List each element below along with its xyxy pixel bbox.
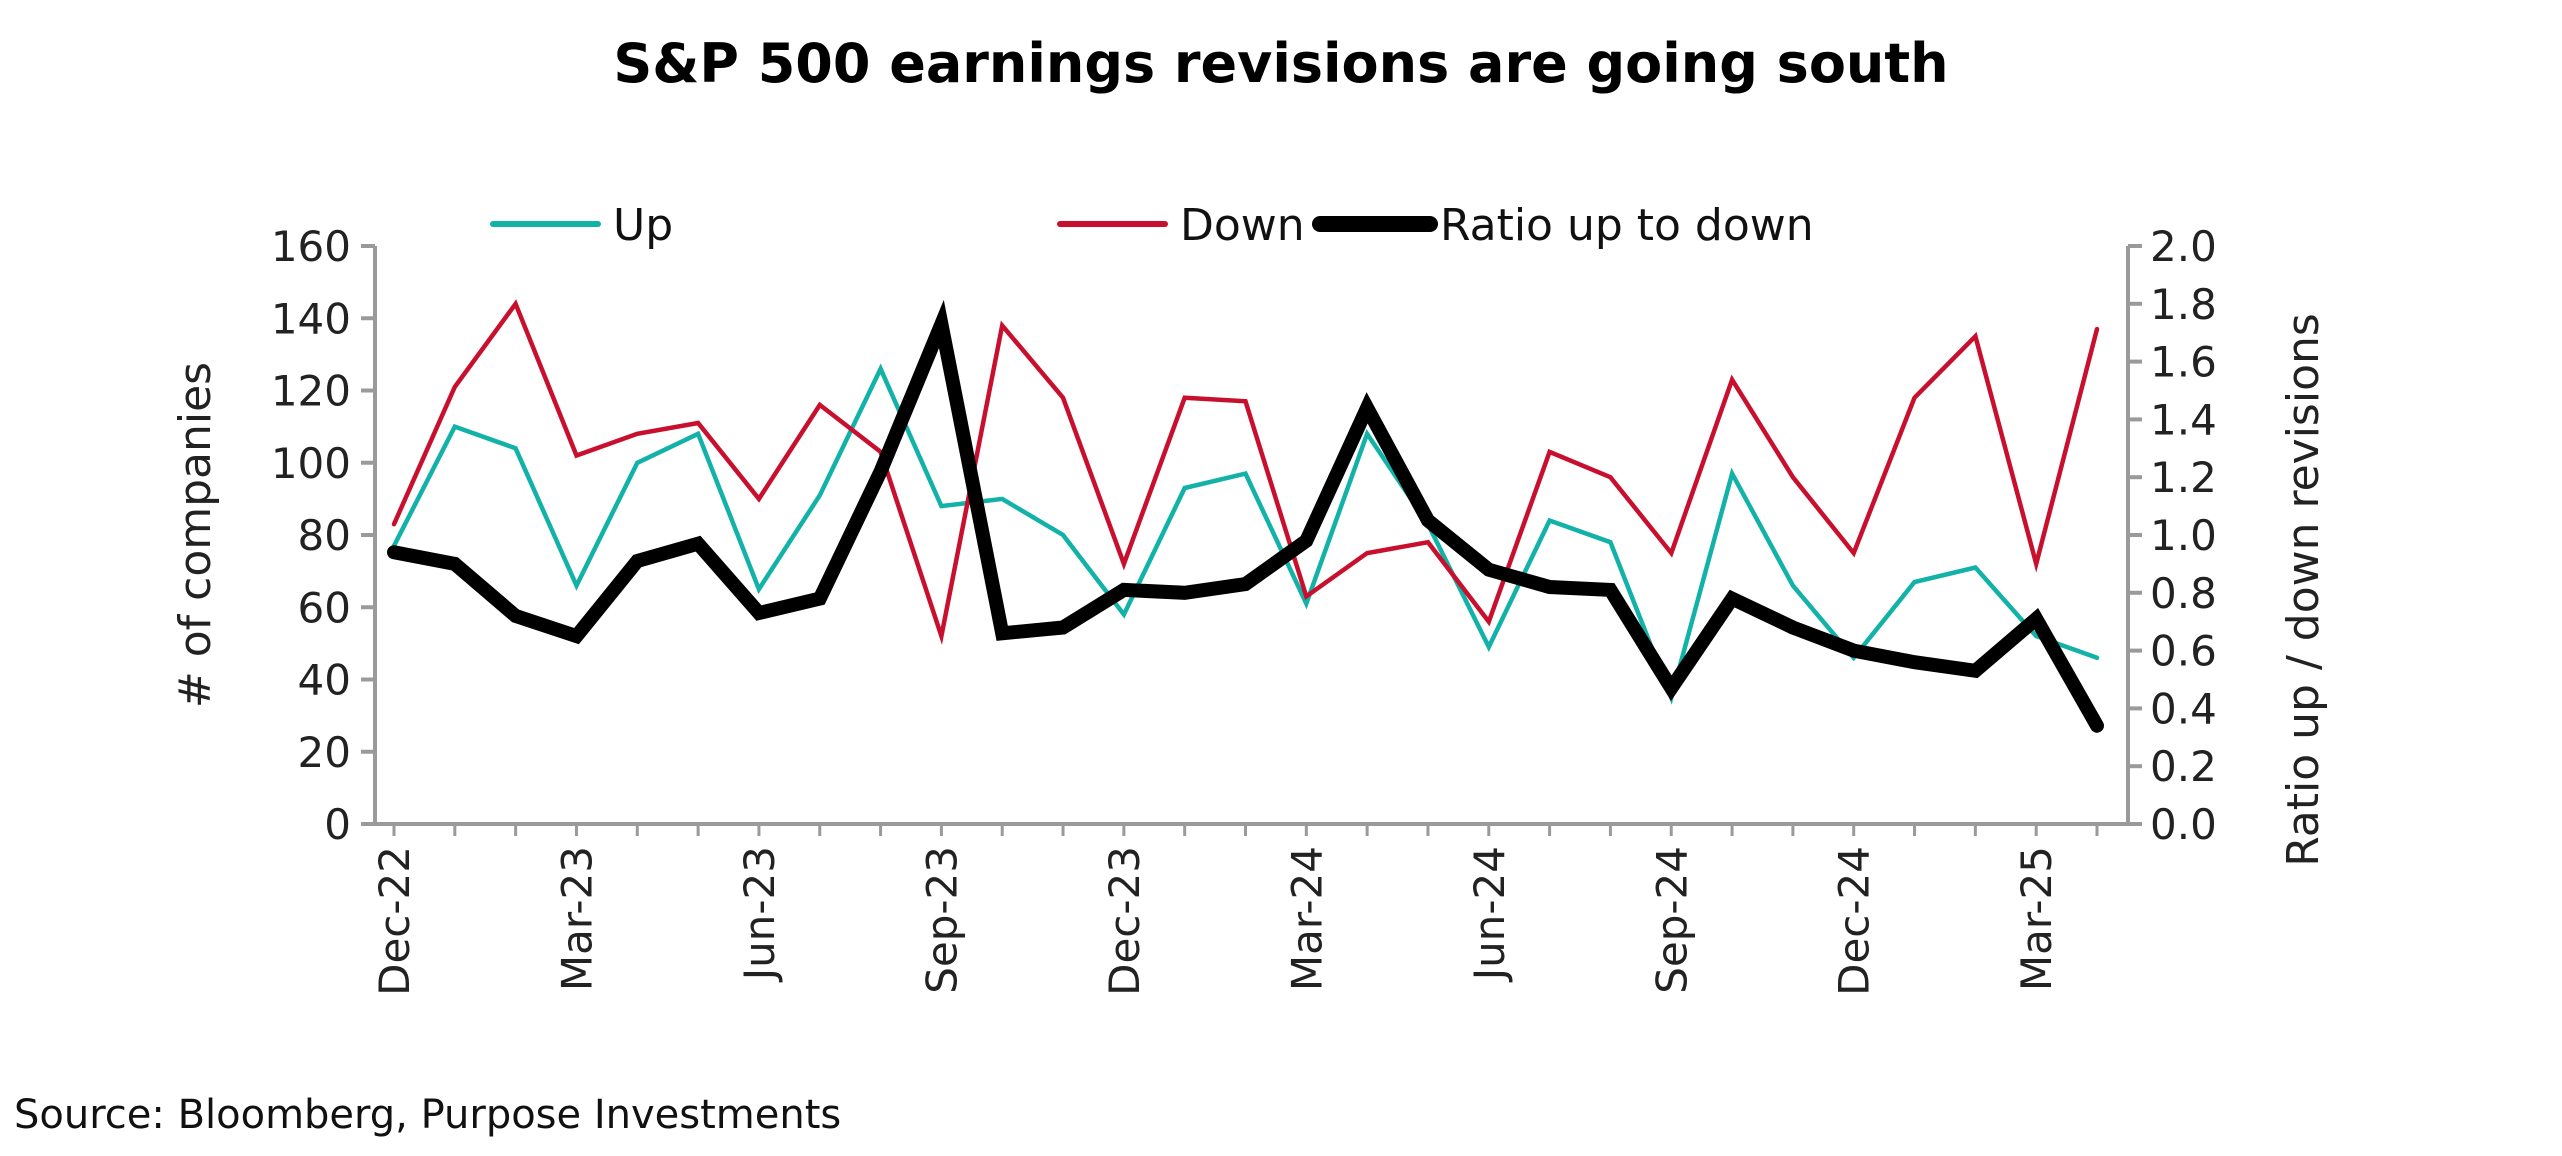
legend-label: Up bbox=[613, 200, 673, 251]
x-tick-label: Mar-25 bbox=[2012, 846, 2061, 991]
y2-tick-label: 0.8 bbox=[2150, 569, 2217, 618]
y-tick-label: 120 bbox=[271, 367, 351, 416]
x-tick-label: Jun-23 bbox=[735, 846, 784, 983]
series-ratio-up-to-down bbox=[387, 299, 2104, 733]
x-tick-label: Jun-24 bbox=[1465, 846, 1514, 983]
y2-tick-label: 0.0 bbox=[2150, 800, 2217, 849]
y2-tick-label: 0.6 bbox=[2150, 627, 2217, 676]
x-tick-label: Dec-22 bbox=[370, 846, 419, 996]
legend: Up Down Ratio up to down bbox=[490, 200, 1814, 251]
series-up bbox=[391, 363, 2100, 705]
x-tick-label: Dec-24 bbox=[1830, 846, 1879, 996]
y-tick-label: 0 bbox=[324, 800, 351, 849]
y2-tick-label: 1.8 bbox=[2150, 280, 2217, 329]
series-line bbox=[387, 299, 2104, 733]
legend-label: Ratio up to down bbox=[1440, 200, 1814, 251]
y-tick-label: 100 bbox=[271, 439, 351, 488]
y2-axis-label: Ratio up / down revisions bbox=[2278, 313, 2329, 867]
y-tick-label: 160 bbox=[271, 222, 351, 271]
y-tick-label: 140 bbox=[271, 294, 351, 343]
y-tick-label: 60 bbox=[298, 583, 351, 632]
y2-tick-label: 0.4 bbox=[2150, 684, 2217, 733]
x-tick-label: Sep-24 bbox=[1647, 846, 1696, 994]
x-tick-label: Mar-23 bbox=[552, 846, 601, 991]
x-tick-label: Mar-24 bbox=[1282, 846, 1331, 991]
y2-tick-label: 2.0 bbox=[2150, 222, 2217, 271]
y2-tick-label: 1.2 bbox=[2150, 453, 2217, 502]
x-tick-label: Sep-23 bbox=[917, 846, 966, 994]
source-note: Source: Bloomberg, Purpose Investments bbox=[14, 1092, 841, 1138]
y-tick-label: 80 bbox=[298, 511, 351, 560]
y2-tick-label: 1.6 bbox=[2150, 338, 2217, 387]
x-tick-label: Dec-23 bbox=[1100, 846, 1149, 996]
y-tick-label: 20 bbox=[298, 728, 351, 777]
series-down bbox=[391, 299, 2100, 645]
y2-tick-label: 1.0 bbox=[2150, 511, 2217, 560]
y-tick-label: 40 bbox=[298, 656, 351, 705]
axes: 0 20 40 60 80 100 120 140 160 0.0 0.2 0.4 0.6 0.8 1.0 1… bbox=[271, 222, 2217, 996]
y2-tick-label: 1.4 bbox=[2150, 395, 2217, 444]
legend-label: Down bbox=[1180, 200, 1305, 251]
plot-area bbox=[387, 299, 2104, 733]
chart-title: S&P 500 earnings revisions are going sou… bbox=[613, 32, 1948, 95]
y-axis-label: # of companies bbox=[170, 362, 221, 708]
y2-tick-label: 0.2 bbox=[2150, 742, 2217, 791]
